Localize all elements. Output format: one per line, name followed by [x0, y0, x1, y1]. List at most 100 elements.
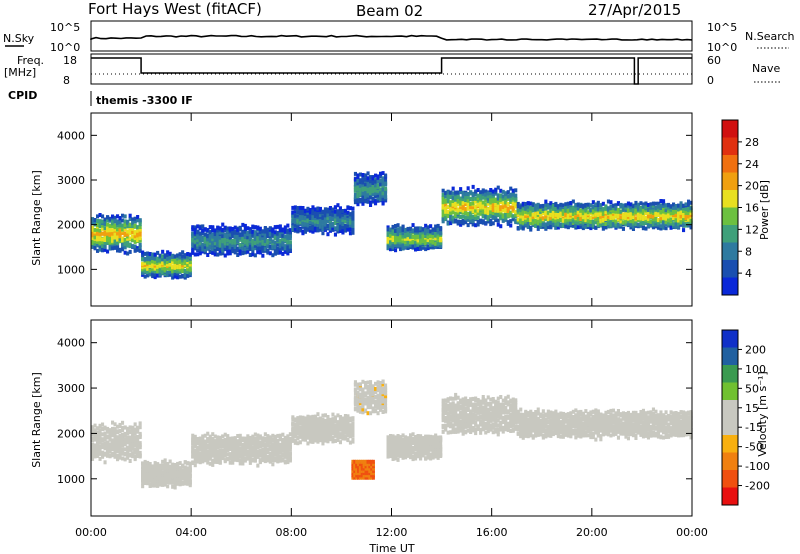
range-gate-cell: [326, 207, 330, 212]
range-gate-cell: [288, 455, 292, 460]
range-gate-cell: [196, 224, 200, 229]
range-gate-cell: [128, 217, 132, 221]
range-gate-cell: [293, 422, 297, 427]
range-gate-cell: [128, 435, 132, 440]
range-gate-cell: [216, 228, 220, 233]
range-gate-cell: [238, 436, 242, 441]
range-gate-cell: [318, 437, 322, 442]
range-gate-cell: [449, 217, 453, 222]
data-band: [386, 223, 443, 253]
range-gate-cell: [321, 434, 325, 438]
range-gate-cell: [341, 421, 345, 426]
range-gate-cell: [356, 187, 360, 192]
range-gate-cell: [131, 224, 135, 228]
range-gate-cell: [409, 237, 413, 242]
range-gate-cell: [511, 188, 515, 193]
range-gate-cell: [499, 188, 503, 193]
range-gate-cell: [91, 454, 95, 459]
range-gate-cell: [544, 202, 548, 207]
range-gate-cell: [291, 437, 295, 442]
range-gate-cell: [328, 215, 332, 220]
range-gate-cell: [556, 209, 560, 213]
range-gate-cell: [223, 458, 227, 463]
range-gate-cell: [218, 455, 222, 460]
range-gate-cell: [529, 218, 533, 222]
range-gate-cell: [501, 194, 505, 199]
range-gate-cell: [361, 400, 365, 404]
range-gate-cell: [238, 458, 242, 463]
range-gate-cell: [316, 421, 320, 426]
range-gate-cell: [136, 454, 140, 458]
range-gate-cell: [201, 457, 205, 462]
range-gate-cell: [516, 217, 520, 222]
range-gate-cell: [308, 434, 312, 439]
range-gate-cell: [494, 205, 498, 210]
range-gate-cell: [181, 269, 185, 274]
range-gate-cell: [431, 230, 435, 235]
range-gate-cell: [634, 200, 638, 205]
range-gate-cell: [231, 444, 235, 449]
range-gate-cell: [263, 455, 267, 459]
range-gate-cell: [116, 437, 120, 442]
range-gate-cell: [346, 205, 350, 210]
range-gate-cell: [596, 200, 600, 205]
range-gate-cell: [133, 450, 137, 455]
range-gate-cell: [191, 227, 195, 232]
range-gate-cell: [333, 232, 337, 237]
range-gate-cell: [123, 241, 127, 246]
range-gate-cell: [151, 256, 155, 261]
range-gate-cell: [491, 208, 495, 212]
freq-label: Freq.: [17, 54, 44, 67]
range-gate-cell: [276, 231, 280, 235]
range-gate-cell: [193, 225, 197, 230]
range-gate-cell: [198, 247, 202, 252]
range-gate-cell: [516, 201, 520, 206]
range-gate-cell: [273, 234, 277, 239]
range-gate-cell: [636, 216, 640, 221]
range-gate-cell: [323, 207, 327, 212]
colorbar-tick-label: 28: [745, 136, 759, 149]
range-gate-cell: [256, 249, 260, 254]
range-gate-cell: [318, 213, 322, 218]
range-gate-cell: [203, 242, 207, 247]
range-gate-cell: [651, 225, 655, 230]
range-gate-cell: [223, 225, 227, 230]
range-gate-cell: [223, 446, 227, 451]
range-gate-cell: [353, 182, 357, 187]
range-gate-cell: [306, 223, 310, 228]
range-gate-cell: [559, 222, 563, 227]
range-gate-cell: [236, 447, 240, 452]
range-gate-cell: [311, 416, 315, 421]
range-gate-cell: [677, 213, 681, 218]
range-gate-cell: [546, 210, 550, 215]
range-gate-cell: [126, 229, 130, 234]
range-gate-cell: [516, 208, 520, 213]
range-gate-cell: [346, 427, 350, 432]
range-gate-cell: [131, 429, 135, 434]
range-gate-cell: [283, 228, 287, 233]
range-gate-cell: [256, 437, 260, 442]
range-gate-cell: [571, 199, 575, 204]
range-gate-cell: [624, 203, 628, 208]
range-gate-cell: [266, 439, 270, 443]
range-gate-cell: [208, 234, 212, 239]
range-gate-cell: [231, 247, 235, 251]
range-gate-cell: [318, 430, 322, 435]
range-gate-cell: [328, 212, 332, 216]
range-gate-cell: [206, 443, 210, 448]
range-gate-cell: [484, 189, 488, 194]
range-gate-cell: [358, 409, 362, 414]
range-gate-cell: [308, 429, 312, 434]
range-gate-cell: [651, 214, 655, 219]
range-gate-cell: [273, 225, 277, 230]
range-gate-cell: [281, 242, 285, 247]
range-gate-cell: [203, 234, 207, 239]
range-gate-cell: [654, 211, 658, 216]
range-gate-cell: [336, 212, 340, 217]
range-gate-cell: [303, 208, 307, 213]
range-gate-cell: [108, 428, 112, 433]
range-gate-cell: [439, 226, 443, 231]
range-gate-cell: [161, 459, 165, 464]
range-gate-cell: [544, 211, 548, 216]
range-gate-cell: [143, 473, 147, 478]
